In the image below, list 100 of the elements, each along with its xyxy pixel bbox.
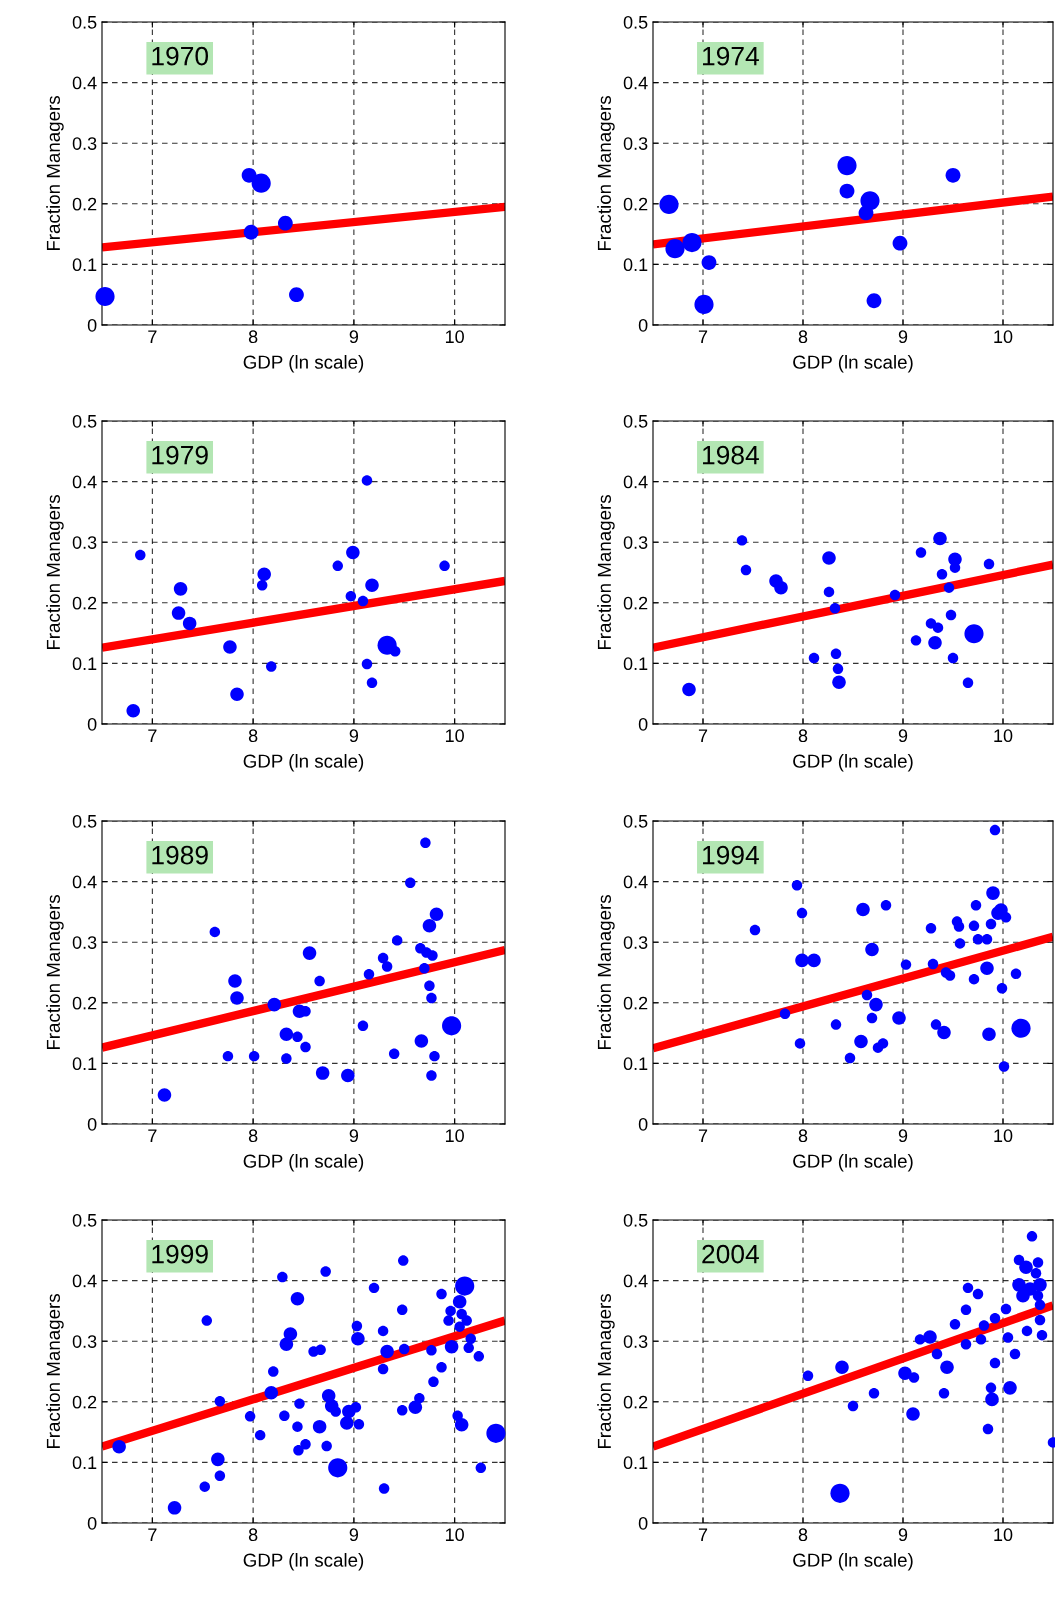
y-tick-label: 0.1 xyxy=(72,258,97,272)
y-tick-label: 0.3 xyxy=(72,536,97,549)
x-axis-title: GDP (ln scale) xyxy=(243,754,364,772)
y-tick-label: 0.4 xyxy=(72,475,97,489)
x-tick-label: 10 xyxy=(445,729,464,743)
y-tick-label: 0.1 xyxy=(623,1456,648,1470)
y-tick-label: 0.2 xyxy=(72,197,97,211)
x-tick-label: 8 xyxy=(798,1129,808,1143)
y-tick-label: 0.2 xyxy=(72,996,97,1010)
x-tick-label: 8 xyxy=(248,1528,258,1542)
x-tick-label: 10 xyxy=(994,330,1013,344)
y-axis-title: Fraction Managers xyxy=(46,1294,64,1449)
x-tick-label: 7 xyxy=(698,1528,708,1541)
x-tick-label: 10 xyxy=(445,1528,464,1542)
y-tick-label: 0.3 xyxy=(623,137,648,150)
y-tick-label: 0.5 xyxy=(623,1213,648,1227)
y-tick-label: 0.1 xyxy=(623,1057,648,1071)
annotation: 1974 xyxy=(703,46,759,66)
y-tick-label: 0.2 xyxy=(623,197,648,211)
y-tick-label: 0.2 xyxy=(72,1395,97,1409)
x-axis-title: GDP (ln scale) xyxy=(793,1154,913,1172)
y-axis-title: Fraction Managers xyxy=(46,495,64,650)
y-tick-label: 0 xyxy=(638,318,648,332)
x-tick-label: 10 xyxy=(994,1528,1013,1542)
x-tick-label: 8 xyxy=(248,330,258,344)
y-tick-label: 0.3 xyxy=(623,1335,648,1348)
y-tick-label: 0.4 xyxy=(623,1274,648,1288)
y-tick-label: 0.3 xyxy=(72,1335,97,1348)
x-tick-label: 8 xyxy=(798,729,808,743)
y-tick-label: 0.2 xyxy=(623,596,648,610)
x-axis-title: GDP (ln scale) xyxy=(243,1154,364,1172)
y-axis-title: Fraction Managers xyxy=(597,895,615,1050)
y-axis-title: Fraction Managers xyxy=(46,895,64,1050)
y-tick-label: 0.5 xyxy=(72,15,97,29)
y-tick-label: 0.4 xyxy=(72,76,97,90)
x-tick-label: 7 xyxy=(148,1528,157,1541)
annotation: 1984 xyxy=(703,445,759,465)
y-tick-label: 0.1 xyxy=(72,657,97,671)
x-tick-label: 8 xyxy=(798,1528,808,1542)
x-tick-label: 7 xyxy=(148,1129,157,1142)
y-tick-label: 0.2 xyxy=(623,1395,648,1409)
y-tick-label: 0.3 xyxy=(72,137,97,150)
annotation: 1970 xyxy=(152,46,209,66)
annotation: 1979 xyxy=(152,445,208,465)
y-tick-label: 0.5 xyxy=(623,15,648,29)
y-tick-label: 0.4 xyxy=(72,1274,97,1288)
y-tick-label: 0 xyxy=(638,1117,648,1131)
x-tick-label: 7 xyxy=(698,729,708,742)
y-tick-label: 0.1 xyxy=(623,657,648,671)
x-tick-label: 7 xyxy=(698,330,708,343)
x-tick-label: 9 xyxy=(349,1528,359,1542)
annotation: 1994 xyxy=(703,845,759,865)
y-tick-label: 0.4 xyxy=(72,875,97,889)
y-tick-label: 0.3 xyxy=(72,936,97,949)
y-axis-title: Fraction Managers xyxy=(597,495,615,650)
x-tick-label: 10 xyxy=(445,1129,464,1143)
y-tick-label: 0 xyxy=(87,1117,97,1131)
y-tick-label: 0.3 xyxy=(623,536,648,549)
y-tick-label: 0.4 xyxy=(623,76,648,90)
y-tick-label: 0.1 xyxy=(72,1057,97,1071)
x-tick-label: 8 xyxy=(798,330,808,344)
y-tick-label: 0 xyxy=(638,717,648,731)
y-tick-label: 0 xyxy=(87,1516,97,1530)
y-tick-label: 0 xyxy=(638,1516,648,1530)
y-axis-title: Fraction Managers xyxy=(597,96,615,251)
x-tick-label: 9 xyxy=(898,330,908,344)
y-tick-label: 0.4 xyxy=(623,475,648,489)
x-tick-label: 8 xyxy=(248,1129,258,1143)
x-tick-label: 10 xyxy=(994,729,1013,743)
y-tick-label: 0.1 xyxy=(72,1456,97,1470)
x-axis-title: GDP (ln scale) xyxy=(793,355,913,373)
x-axis-title: GDP (ln scale) xyxy=(793,1553,913,1571)
y-tick-label: 0.4 xyxy=(623,875,648,889)
x-tick-label: 9 xyxy=(898,1528,908,1542)
y-tick-label: 0.1 xyxy=(623,258,648,272)
x-tick-label: 9 xyxy=(349,330,359,344)
annotation: 2004 xyxy=(702,1244,759,1264)
y-tick-label: 0.3 xyxy=(623,936,648,949)
x-tick-label: 10 xyxy=(445,330,464,344)
annotation: 1999 xyxy=(152,1244,208,1264)
x-tick-label: 9 xyxy=(898,729,908,743)
y-tick-label: 0.2 xyxy=(623,996,648,1010)
annotation: 1989 xyxy=(152,845,208,865)
y-axis-title: Fraction Managers xyxy=(46,96,64,251)
y-tick-label: 0.2 xyxy=(72,596,97,610)
x-tick-label: 9 xyxy=(349,1129,359,1143)
x-axis-title: GDP (ln scale) xyxy=(243,1553,364,1571)
x-tick-label: 7 xyxy=(148,729,157,742)
y-tick-label: 0.5 xyxy=(623,414,648,428)
y-tick-label: 0.5 xyxy=(623,814,648,828)
x-tick-label: 7 xyxy=(698,1129,708,1142)
x-axis-title: GDP (ln scale) xyxy=(243,355,364,373)
y-axis-title: Fraction Managers xyxy=(597,1294,615,1449)
x-tick-label: 10 xyxy=(994,1129,1013,1143)
x-tick-label: 9 xyxy=(898,1129,908,1143)
x-tick-label: 9 xyxy=(349,729,359,743)
y-tick-label: 0.5 xyxy=(72,1213,97,1227)
y-tick-label: 0.5 xyxy=(72,814,97,828)
y-tick-label: 0 xyxy=(87,717,97,731)
x-tick-label: 7 xyxy=(148,330,157,343)
